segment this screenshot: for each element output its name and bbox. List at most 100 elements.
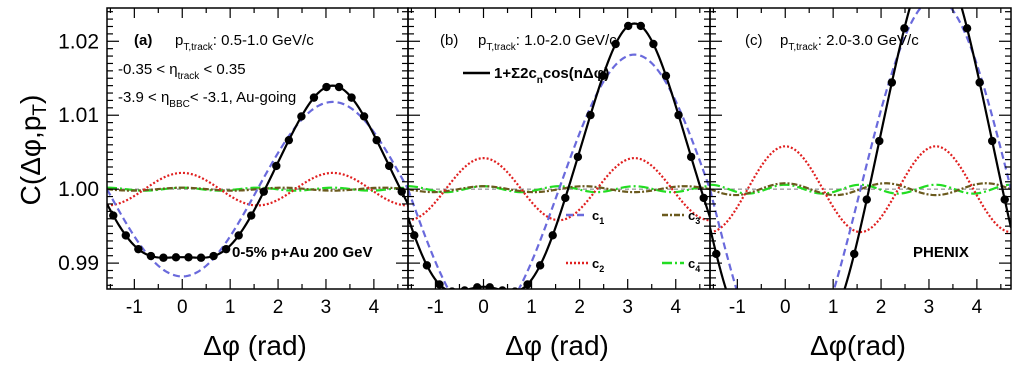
- data-point: [460, 286, 469, 289]
- x-tick-label: 4: [369, 297, 380, 318]
- data-point: [171, 253, 181, 262]
- x-tick-label: 1: [225, 297, 236, 318]
- data-point: [284, 135, 294, 145]
- panel-b-annotations: (b) pT,track: 1.0-2.0 GeV/c 1+Σ2cncos(nΔ…: [440, 32, 617, 86]
- panel-b-pt-range: 1.0-2.0 GeV/c: [524, 32, 617, 49]
- data-point: [184, 253, 193, 262]
- x-tick-label: 2: [876, 297, 887, 318]
- panel-b-tag: (b): [440, 32, 458, 49]
- panel-b-pt-label: pT,track: 1.0-2.0 GeV/c: [478, 32, 617, 53]
- data-point: [862, 195, 871, 204]
- x-tick-label: 0: [780, 297, 791, 318]
- data-point: [975, 78, 984, 87]
- data-point: [473, 283, 482, 289]
- data-point: [787, 323, 795, 331]
- data-point: [322, 82, 331, 92]
- data-point: [987, 136, 997, 146]
- data-point: [611, 39, 620, 49]
- data-point: [737, 322, 745, 330]
- panel-c-pt-subscript: T,track: [788, 42, 818, 53]
- x-axis-title-a: Δφ (rad): [203, 330, 307, 361]
- data-point: [535, 261, 545, 270]
- panel-a-pt-subscript: T,track: [183, 42, 213, 53]
- series-c3-line: [107, 186, 408, 192]
- data-point: [435, 280, 444, 289]
- data-point: [297, 112, 306, 121]
- data-point: [837, 294, 845, 302]
- plot-area: -1 0 1 2 3 4 -1 0 1 2 3 4 -1 0 1 2 3 4 0.99 1.00 1.01 1.02: [58, 7, 1012, 337]
- y-tick-label: 0.99: [58, 252, 99, 275]
- x-tick-label: -1: [729, 297, 746, 318]
- data-point: [334, 82, 344, 92]
- data-point: [372, 135, 381, 145]
- panel-a-eta-bbc: -3.9 < ηBBC< -3.1, Au-going: [118, 89, 296, 110]
- data-point: [247, 211, 256, 220]
- panel-frame: [407, 7, 711, 290]
- data-point: [523, 280, 532, 289]
- data-point: [875, 136, 884, 146]
- x-axis-title-c: Δφ(rad): [810, 330, 906, 361]
- legend-c4-label: c4: [688, 256, 700, 274]
- data-point: [674, 110, 683, 120]
- x-tick-label: -1: [126, 297, 143, 318]
- data-point: [762, 329, 770, 337]
- panel-c-pt-range: 2.0-3.0 GeV/c: [826, 32, 919, 49]
- data-point: [121, 231, 131, 240]
- data-point: [712, 249, 721, 259]
- y-tick-label: 1.01: [58, 104, 99, 127]
- data-point: [573, 152, 583, 162]
- data-point: [825, 322, 833, 330]
- panel-c-tag: (c): [745, 32, 763, 49]
- data-point: [146, 251, 156, 261]
- data-point: [159, 253, 168, 262]
- panel-b-pt-subscript: T,track: [486, 42, 516, 53]
- x-tick-label: 3: [924, 297, 935, 318]
- data-point: [272, 161, 281, 171]
- component-legend: c1 c3 c2 c4: [566, 208, 700, 274]
- data-point: [209, 251, 218, 261]
- data-point: [636, 21, 645, 31]
- data-point: [234, 231, 243, 240]
- x-tick-label: 2: [574, 297, 585, 318]
- fit-legend-formula: 1+Σ2cncos(nΔφ): [494, 65, 609, 86]
- x-tick-label: 0: [177, 297, 188, 318]
- data-point: [196, 253, 206, 262]
- data-point: [548, 231, 557, 240]
- panel-c-pt-label: pT,track: 2.0-3.0 GeV/c: [780, 32, 919, 53]
- x-tick-label: 3: [321, 297, 332, 318]
- panel-a-annotations: (a) pT,track: 0.5-1.0 GeV/c -0.35 < ηtra…: [118, 32, 372, 261]
- data-point: [800, 329, 808, 337]
- fit-line: [710, 8, 1011, 289]
- panel-a-system-label: 0-5% p+Au 200 GeV: [232, 244, 372, 261]
- x-tick-label: 4: [670, 297, 681, 318]
- data-point: [699, 193, 708, 203]
- series-c3-line: [710, 182, 1011, 197]
- panel-c-curves: [710, 8, 1011, 337]
- y-tick-label: 1.00: [58, 178, 99, 201]
- panel-c-annotations: (c) pT,track: 2.0-3.0 GeV/c PHENIX: [745, 32, 969, 261]
- legend-c2-label: c2: [592, 256, 604, 274]
- data-point: [900, 24, 909, 33]
- data-point: [221, 244, 231, 254]
- y-axis-title: C(Δφ,pT): [15, 95, 51, 206]
- data-point: [309, 93, 319, 102]
- panel-a-pt-label: pT,track: 0.5-1.0 GeV/c: [175, 32, 314, 53]
- x-tick-label: 2: [273, 297, 284, 318]
- x-tick-label: 3: [622, 297, 633, 318]
- data-point: [649, 39, 658, 49]
- series-c1-line: [408, 53, 710, 289]
- legend-c3-label: c3: [688, 208, 700, 226]
- data-point: [109, 211, 118, 220]
- x-tick-label: 1: [828, 297, 839, 318]
- data-point: [775, 323, 783, 331]
- series-c3-line: [408, 185, 710, 194]
- x-tick-label: -1: [427, 297, 444, 318]
- x-tick-label: 4: [972, 297, 983, 318]
- panel-a-eta-track: -0.35 < ηtrack < 0.35: [118, 61, 246, 82]
- experiment-label: PHENIX: [913, 244, 969, 261]
- series-c1-line: [107, 100, 408, 278]
- data-point: [259, 187, 268, 196]
- panel-b: -1 0 1 2 3 4: [407, 7, 711, 318]
- x-tick-label: 0: [478, 297, 489, 318]
